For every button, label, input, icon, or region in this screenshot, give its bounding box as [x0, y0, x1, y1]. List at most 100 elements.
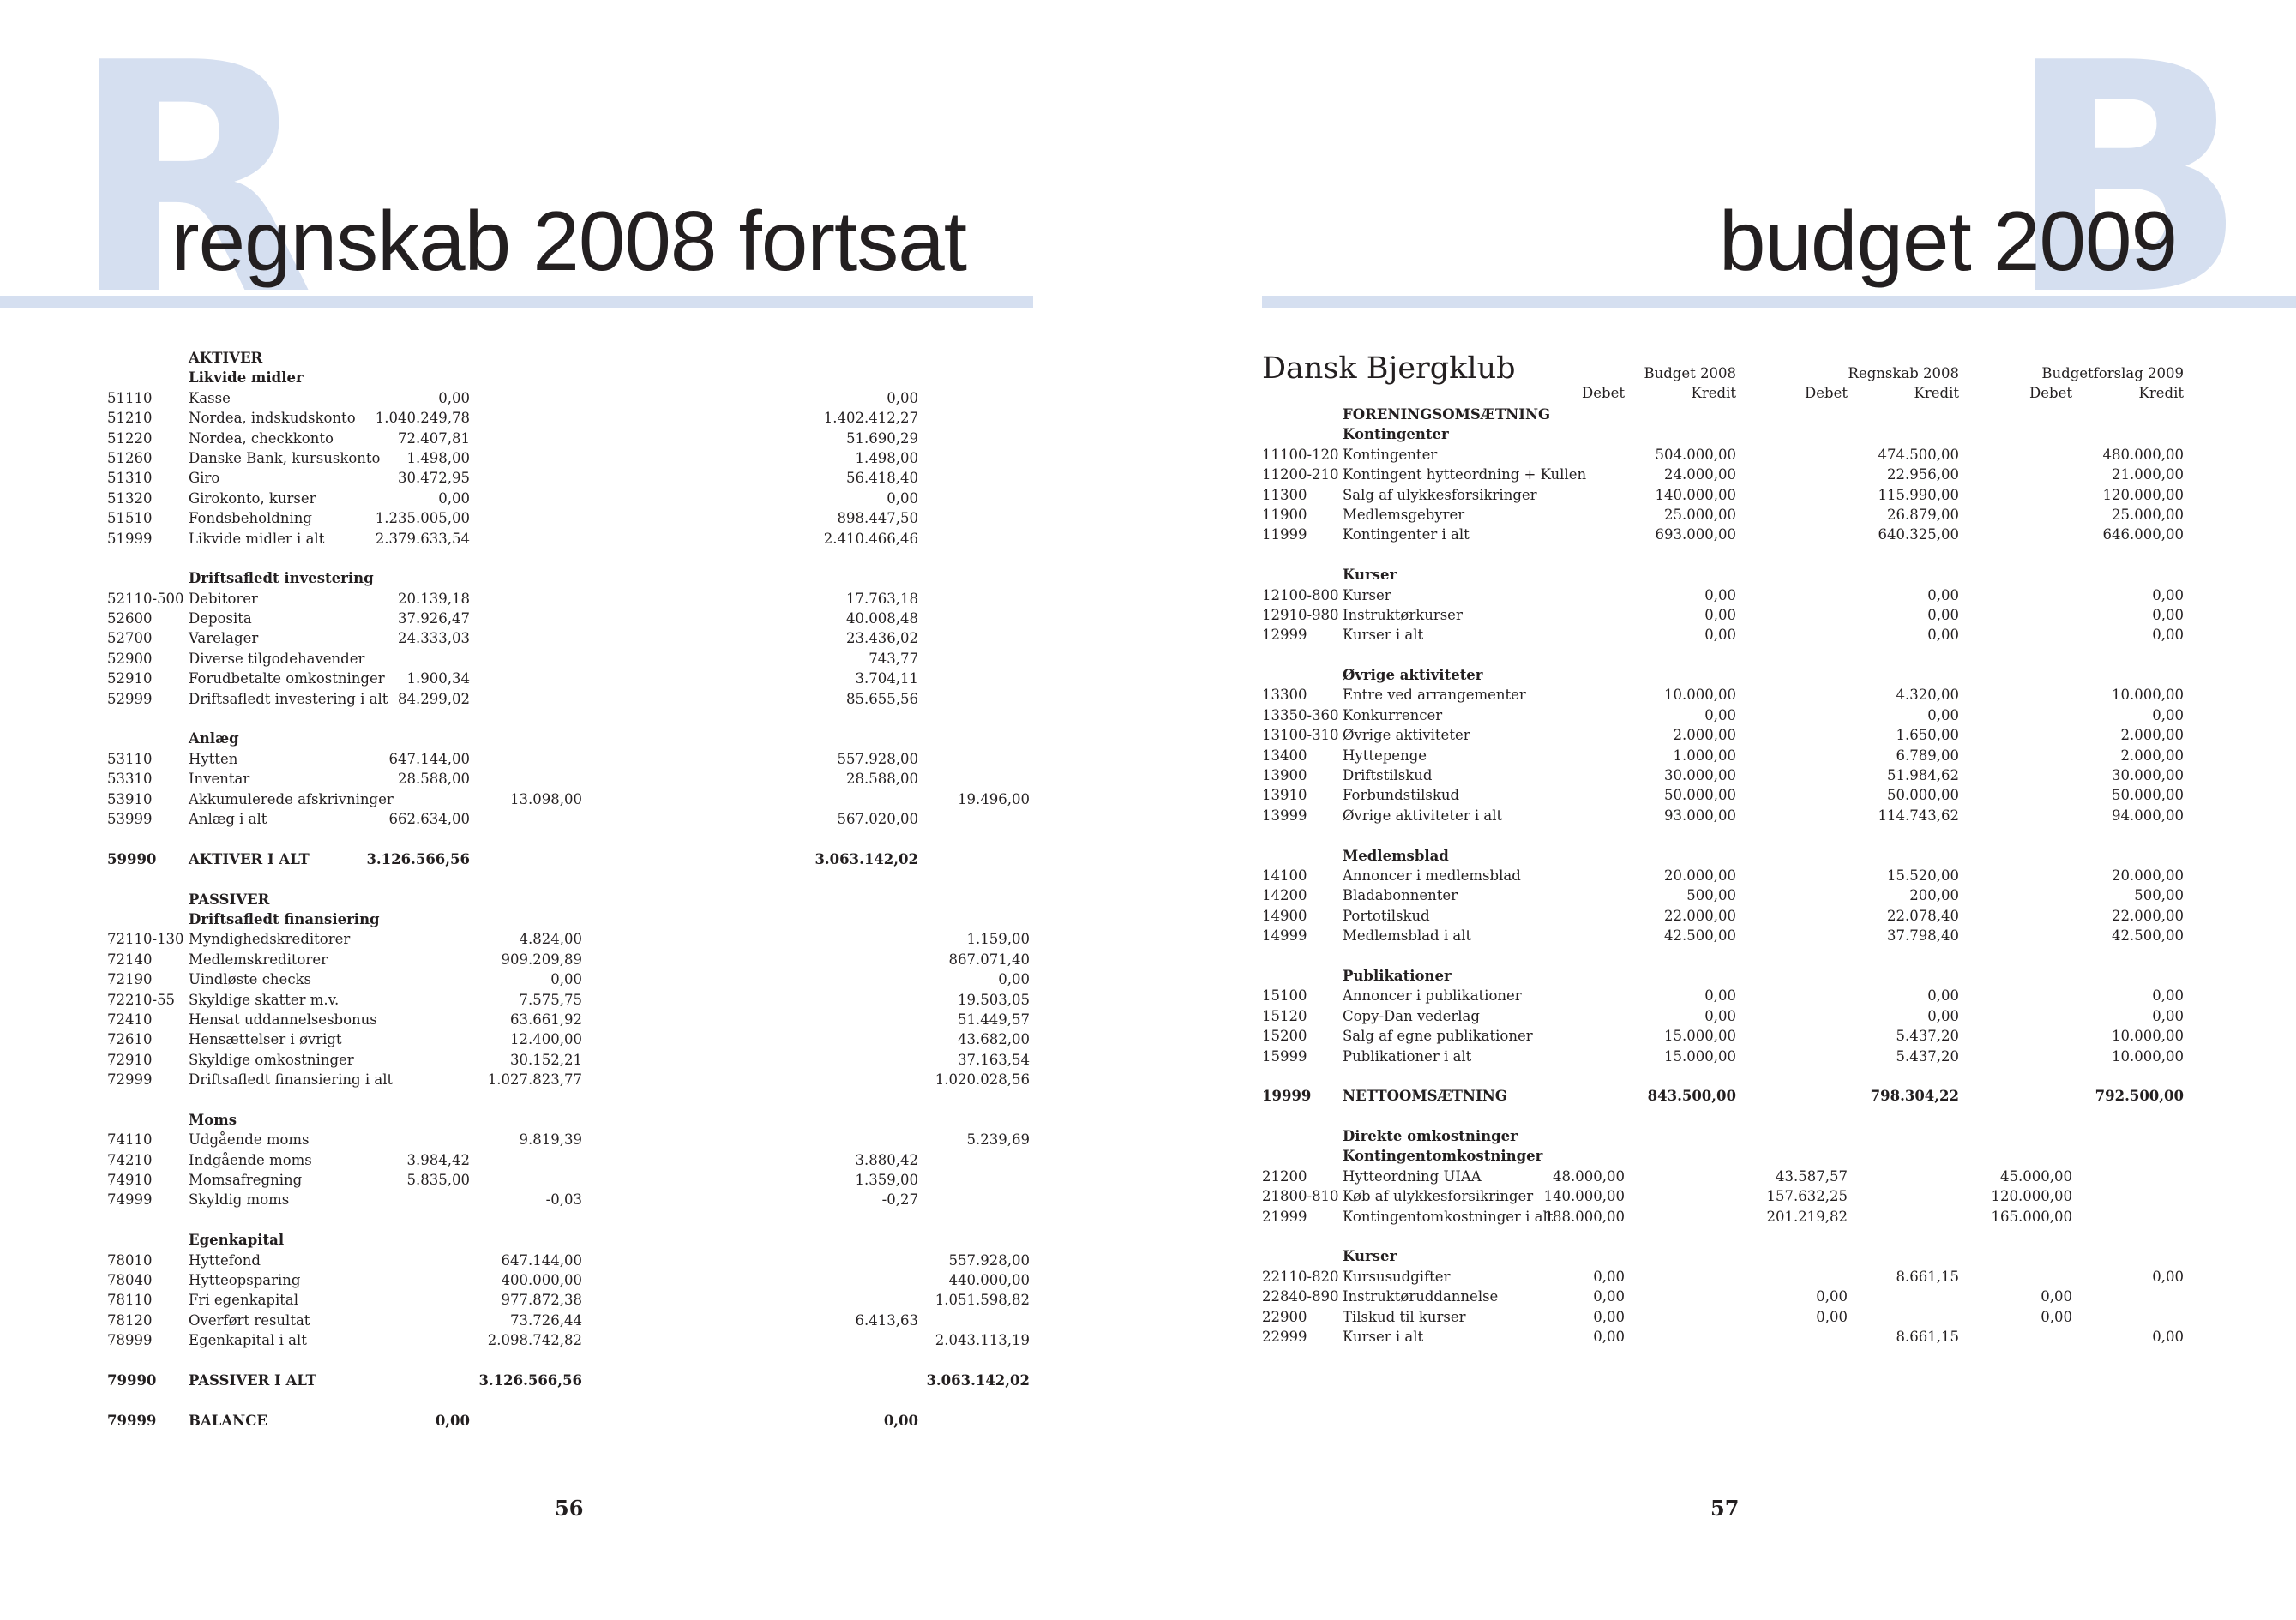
spacer-row: [107, 829, 1042, 849]
account-number: 53310: [107, 771, 153, 788]
account-name: Deposita: [189, 610, 252, 627]
amount-c3: 28.588,00: [846, 771, 918, 788]
account-name: Inventar: [189, 771, 250, 788]
account-name: Entre ved arrangementer: [1343, 687, 1526, 704]
account-name: Instruktørkurser: [1343, 606, 1463, 623]
account-name: Udgående moms: [189, 1131, 310, 1149]
spacer-row: [1262, 946, 2197, 966]
account-name: Hytteopsparing: [189, 1271, 301, 1288]
table-row: 13400 Hyttepenge 1.000,00 6.789,00 2.000,00: [1262, 746, 2197, 765]
header-debet-1: Debet: [1582, 385, 1625, 401]
account-number: 51110: [107, 389, 153, 406]
page-title-left: regnskab 2008 fortsat: [171, 194, 967, 288]
amount-c3: 3.063.142,02: [814, 850, 918, 867]
table-row: Medlemsblad: [1262, 846, 2197, 866]
account-name: Kurser: [1343, 1248, 1397, 1265]
header-kredit-1: Kredit: [1691, 385, 1736, 401]
spacer-row: [107, 709, 1042, 729]
table-row: FORENINGSOMSÆTNING: [1262, 405, 2197, 424]
amount-c3: 743,77: [869, 650, 918, 667]
amount-c3: 0,00: [1816, 1308, 1848, 1325]
table-row: Kurser: [1262, 1246, 2197, 1266]
account-number: 22900: [1262, 1308, 1307, 1325]
account-name: Myndighedskreditorer: [189, 931, 351, 948]
account-name: Kurser i alt: [1343, 627, 1424, 644]
account-name: Salg af egne publikationer: [1343, 1028, 1533, 1045]
account-number: 14900: [1262, 907, 1307, 924]
table-row: 11900 Medlemsgebyrer 25.000,00 26.879,00 25.…: [1262, 505, 2197, 525]
account-number: 11300: [1262, 486, 1307, 503]
account-number: 14100: [1262, 867, 1307, 884]
amount-c6: 22.000,00: [2112, 907, 2184, 924]
amount-c5: 45.000,00: [2000, 1167, 2072, 1185]
account-number: 11900: [1262, 506, 1307, 523]
account-number: 13350-360: [1262, 706, 1339, 723]
account-name: Driftsafledt finansiering i alt: [189, 1071, 394, 1089]
table-row: 74999 Skyldig moms -0,03 -0,27: [107, 1190, 1042, 1209]
amount-c1: 0,00: [438, 489, 470, 507]
amount-c4: 43.682,00: [958, 1031, 1030, 1048]
amount-c4: 557.928,00: [948, 1251, 1030, 1269]
account-number: 14200: [1262, 887, 1307, 904]
account-number: 13300: [1262, 687, 1307, 704]
account-name: Anlæg: [189, 730, 239, 747]
spacer-row: [1262, 1066, 2197, 1086]
account-number: 13910: [1262, 787, 1307, 804]
header-debet-2: Debet: [1805, 385, 1848, 401]
account-number: 78040: [107, 1271, 153, 1288]
amount-c4: 51.984,62: [1887, 767, 1959, 784]
page-number-left: 56: [555, 1496, 584, 1521]
amount-c1: 5.835,00: [406, 1172, 470, 1189]
account-name: Annoncer i publikationer: [1343, 987, 1522, 1005]
table-row: 13910 Forbundstilskud 50.000,00 50.000,00 50…: [1262, 785, 2197, 805]
amount-c3: 51.690,29: [846, 429, 918, 447]
table-row: 52110-500 Debitorer 20.139,18 17.763,18: [107, 589, 1042, 609]
account-name: Debitorer: [189, 590, 258, 607]
table-row: 51510 Fondsbeholdning 1.235.005,00 898.447,…: [107, 508, 1042, 528]
amount-c1: 0,00: [1593, 1308, 1625, 1325]
table-row: Driftsafledt finansiering: [107, 909, 1042, 929]
account-number: 22999: [1262, 1328, 1307, 1345]
amount-c1: 3.126.566,56: [366, 850, 470, 867]
table-row: 51260 Danske Bank, kursuskonto 1.498,00 1.4…: [107, 448, 1042, 468]
amount-c1: 72.407,81: [398, 429, 470, 447]
account-name: Anlæg i alt: [189, 810, 267, 827]
account-number: 15999: [1262, 1047, 1307, 1065]
account-name: Driftsafledt investering: [189, 570, 374, 587]
table-row: Egenkapital: [107, 1230, 1042, 1250]
amount-c6: 2.000,00: [2120, 747, 2184, 764]
amount-c4: 1.051.598,82: [935, 1292, 1030, 1309]
balance-sheet-table: AKTIVER Likvide midler 51110 Kasse 0,00 0,00 5…: [107, 348, 1042, 1431]
account-name: Kurser i alt: [1343, 1328, 1424, 1345]
table-row: 13999 Øvrige aktiviteter i alt 93.000,00 11…: [1262, 806, 2197, 825]
table-row: 15120 Copy-Dan vederlag 0,00 0,00 0,00: [1262, 1006, 2197, 1026]
account-number: 74210: [107, 1151, 153, 1168]
table-row: 79999 BALANCE 0,00 0,00: [107, 1411, 1042, 1431]
account-name: Varelager: [189, 630, 259, 647]
spacer-row: [1262, 1107, 2197, 1126]
account-name: Skyldige skatter m.v.: [189, 991, 340, 1008]
amount-c6: 0,00: [2152, 606, 2184, 623]
table-row: 51320 Girokonto, kurser 0,00 0,00: [107, 489, 1042, 508]
amount-c3: 40.008,48: [846, 610, 918, 627]
amount-c1: 0,00: [435, 1412, 470, 1429]
spacer-row: [107, 1390, 1042, 1410]
amount-c2: 73.726,44: [510, 1311, 582, 1329]
table-row: Direkte omkostninger: [1262, 1126, 2197, 1146]
account-name: Driftstilskud: [1343, 767, 1433, 784]
amount-c3: 6.413,63: [855, 1311, 918, 1329]
account-number: 78999: [107, 1332, 153, 1349]
amount-c6: 30.000,00: [2112, 767, 2184, 784]
table-row: 21999 Kontingentomkostninger i alt 188.000…: [1262, 1207, 2197, 1227]
amount-c4: 50.000,00: [1887, 787, 1959, 804]
account-name: Direkte omkostninger: [1343, 1128, 1518, 1145]
table-row: 51999 Likvide midler i alt 2.379.633,54 2.4…: [107, 529, 1042, 549]
amount-c4: 867.071,40: [948, 951, 1030, 968]
account-name: Egenkapital i alt: [189, 1332, 307, 1349]
table-row: 79990 PASSIVER I ALT 3.126.566,56 3.063.142…: [107, 1371, 1042, 1390]
account-number: 21800-810: [1262, 1188, 1339, 1205]
table-row: 51310 Giro 30.472,95 56.418,40: [107, 468, 1042, 488]
account-number: 74110: [107, 1131, 153, 1149]
account-name: Girokonto, kurser: [189, 489, 316, 507]
amount-c2: 843.500,00: [1647, 1088, 1736, 1105]
